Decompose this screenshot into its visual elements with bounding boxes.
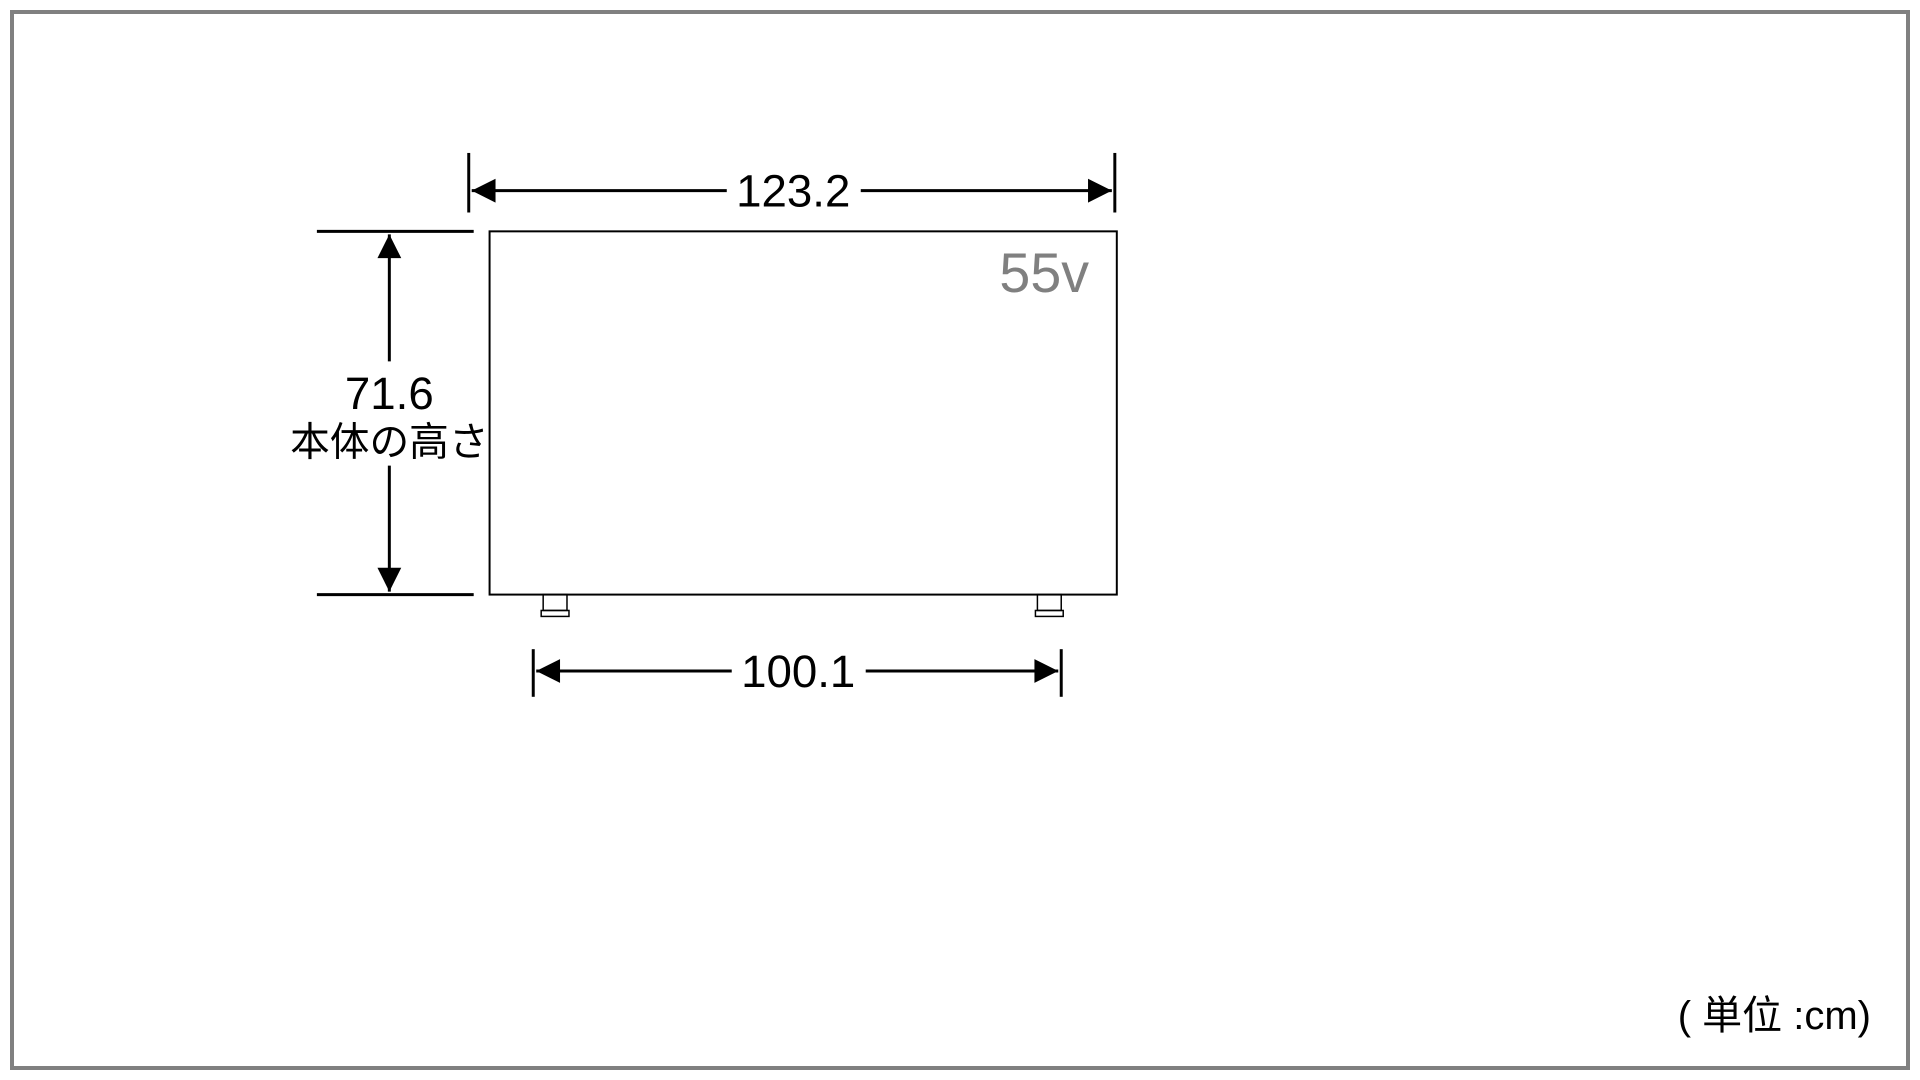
dimension-width-value: 123.2	[736, 166, 850, 217]
dimension-width-top: 123.2	[469, 153, 1115, 217]
dimension-height-value: 71.6	[345, 368, 434, 419]
dimension-height-left: 71.6 本体の高さ	[290, 231, 488, 594]
dimension-height-sublabel: 本体の高さ	[290, 421, 488, 465]
tv-foot-right	[1035, 595, 1063, 617]
dimension-feet-span-value: 100.1	[741, 646, 855, 697]
dimension-feet-span: 100.1	[533, 646, 1061, 697]
diagram-frame: 55v 123.2	[10, 10, 1910, 1070]
model-label: 55v	[999, 242, 1089, 304]
tv-foot-left	[541, 595, 569, 617]
unit-label: ( 単位 :cm)	[1678, 983, 1871, 1041]
technical-diagram: 55v 123.2	[14, 14, 1906, 1066]
